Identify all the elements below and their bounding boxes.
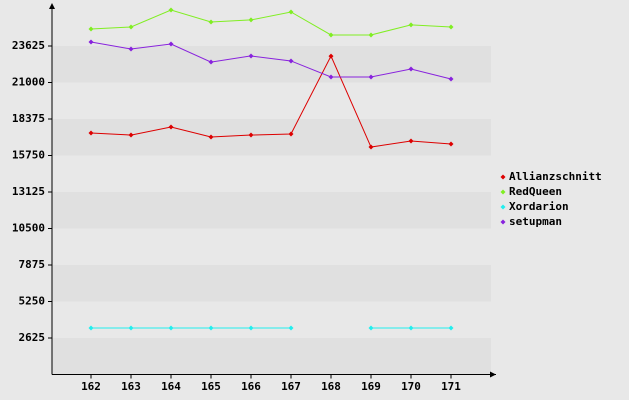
point: [368, 144, 374, 150]
point: [448, 76, 454, 82]
series-line: [90, 54, 452, 148]
point: [208, 134, 214, 140]
legend-label: Allianzschnitt: [509, 170, 602, 183]
y-tick-label: 23625: [12, 39, 45, 52]
legend-marker: [500, 219, 506, 225]
point: [208, 19, 214, 25]
y-tick-label: 15750: [12, 149, 45, 162]
point: [448, 325, 454, 331]
y-tick-label: 7875: [19, 258, 46, 271]
band: [52, 301, 491, 338]
x-tick-label: 163: [121, 380, 141, 393]
point: [128, 46, 134, 52]
point: [368, 74, 374, 80]
y-tick-label: 5250: [19, 295, 46, 308]
point: [408, 325, 414, 331]
y-tick-label: 21000: [12, 76, 45, 89]
point: [168, 41, 174, 47]
band: [52, 119, 491, 156]
x-tick-label: 165: [201, 380, 221, 393]
point: [408, 66, 414, 72]
point: [448, 141, 454, 147]
legend-marker: [500, 189, 506, 195]
point: [208, 325, 214, 331]
point: [168, 124, 174, 130]
y-tick-label: 13125: [12, 185, 45, 198]
series-line: [90, 41, 452, 80]
point: [88, 39, 94, 45]
y-tick-label: 10500: [12, 222, 45, 235]
point: [88, 26, 94, 32]
legend-label: setupman: [509, 215, 562, 228]
x-tick-label: 162: [81, 380, 101, 393]
point: [448, 24, 454, 30]
band: [52, 265, 491, 302]
x-tick-label: 170: [401, 380, 421, 393]
y-tick-label: 18375: [12, 112, 45, 125]
point: [328, 53, 334, 59]
point: [168, 325, 174, 331]
y-arrow: [49, 3, 55, 9]
point: [208, 59, 214, 65]
band: [52, 192, 491, 229]
legend-label: Xordarion: [509, 200, 569, 213]
point: [328, 32, 334, 38]
point: [368, 325, 374, 331]
point: [368, 32, 374, 38]
point: [248, 325, 254, 331]
band: [52, 228, 491, 265]
point: [88, 325, 94, 331]
point: [248, 17, 254, 23]
band: [52, 155, 491, 192]
point: [168, 7, 174, 13]
series-line: [90, 9, 452, 36]
x-tick-label: 167: [281, 380, 301, 393]
point: [88, 130, 94, 136]
band: [52, 82, 491, 119]
point: [328, 74, 334, 80]
x-tick-label: 169: [361, 380, 381, 393]
band: [52, 46, 491, 83]
point: [408, 138, 414, 144]
y-tick-label: 2625: [19, 331, 46, 344]
legend-label: RedQueen: [509, 185, 562, 198]
point: [288, 325, 294, 331]
point: [248, 53, 254, 59]
band: [52, 338, 491, 375]
x-tick-label: 168: [321, 380, 341, 393]
point: [248, 132, 254, 138]
x-tick-label: 166: [241, 380, 261, 393]
point: [408, 22, 414, 28]
point: [288, 131, 294, 137]
x-tick-label: 164: [161, 380, 181, 393]
legend-marker: [500, 204, 506, 210]
legend-marker: [500, 174, 506, 180]
point: [288, 58, 294, 64]
point: [288, 9, 294, 15]
x-arrow: [490, 371, 496, 378]
point: [128, 132, 134, 138]
point: [128, 24, 134, 30]
point: [128, 325, 134, 331]
x-tick-label: 171: [441, 380, 461, 393]
